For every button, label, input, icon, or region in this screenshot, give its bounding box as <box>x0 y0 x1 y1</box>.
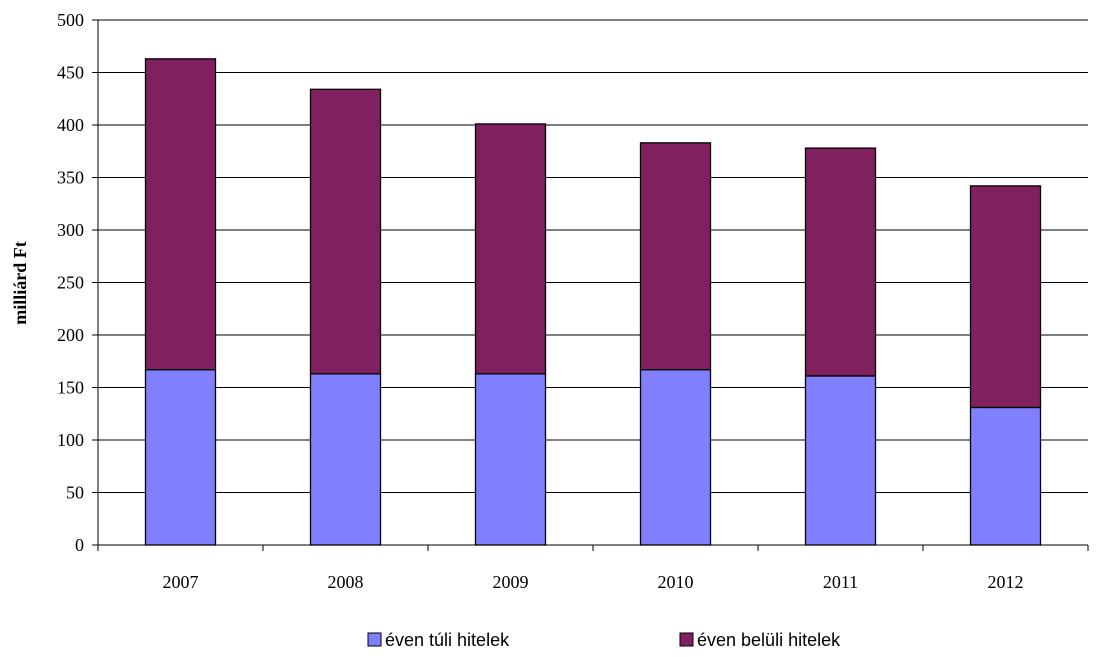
bar-2007-series-2 <box>144 58 217 371</box>
legend: éven túli hitelek éven belüli hitelek <box>367 630 841 650</box>
x-tick-labels: 2007 2008 2009 2010 2011 2012 <box>163 572 1024 592</box>
bar-2011-series-2 <box>804 147 877 377</box>
legend-label: éven belüli hitelek <box>697 630 841 650</box>
bar-2010-series-2 <box>639 142 712 371</box>
y-tick-label: 250 <box>57 273 84 293</box>
y-tick-label: 350 <box>57 168 84 188</box>
x-tick-label: 2009 <box>493 572 529 592</box>
x-tick-label: 2010 <box>658 572 694 592</box>
axes <box>92 19 1089 551</box>
bar-2012-series-2 <box>969 185 1042 409</box>
x-tick-label: 2008 <box>328 572 364 592</box>
legend-label: éven túli hitelek <box>385 630 510 650</box>
y-tick-label: 100 <box>57 430 84 450</box>
y-tick-label: 500 <box>57 10 84 30</box>
legend-swatch <box>679 632 694 647</box>
y-tick-label: 0 <box>75 535 84 555</box>
bar-2008-series-2 <box>309 88 382 375</box>
bar-2012-series-1 <box>969 406 1042 546</box>
bar-2011-series-1 <box>804 375 877 546</box>
y-tick-label: 200 <box>57 325 84 345</box>
y-tick-label: 50 <box>66 483 84 503</box>
gridlines <box>98 19 1088 493</box>
y-tick-label: 150 <box>57 378 84 398</box>
x-tick-label: 2011 <box>823 572 858 592</box>
bars <box>144 58 1042 546</box>
y-axis-label: milliárd Ft <box>10 241 30 325</box>
x-tick-label: 2012 <box>988 572 1024 592</box>
bar-2007-series-1 <box>144 368 217 546</box>
bar-2009-series-2 <box>474 123 547 375</box>
y-tick-label: 450 <box>57 63 84 83</box>
y-tick-label: 400 <box>57 115 84 135</box>
bar-2009-series-1 <box>474 373 547 546</box>
bar-2008-series-1 <box>309 373 382 546</box>
y-tick-label: 300 <box>57 220 84 240</box>
x-tick-label: 2007 <box>163 572 199 592</box>
y-tick-labels: 0 50 100 150 200 250 300 350 400 450 500 <box>57 10 84 555</box>
bar-2010-series-1 <box>639 368 712 546</box>
legend-swatch <box>367 632 382 647</box>
